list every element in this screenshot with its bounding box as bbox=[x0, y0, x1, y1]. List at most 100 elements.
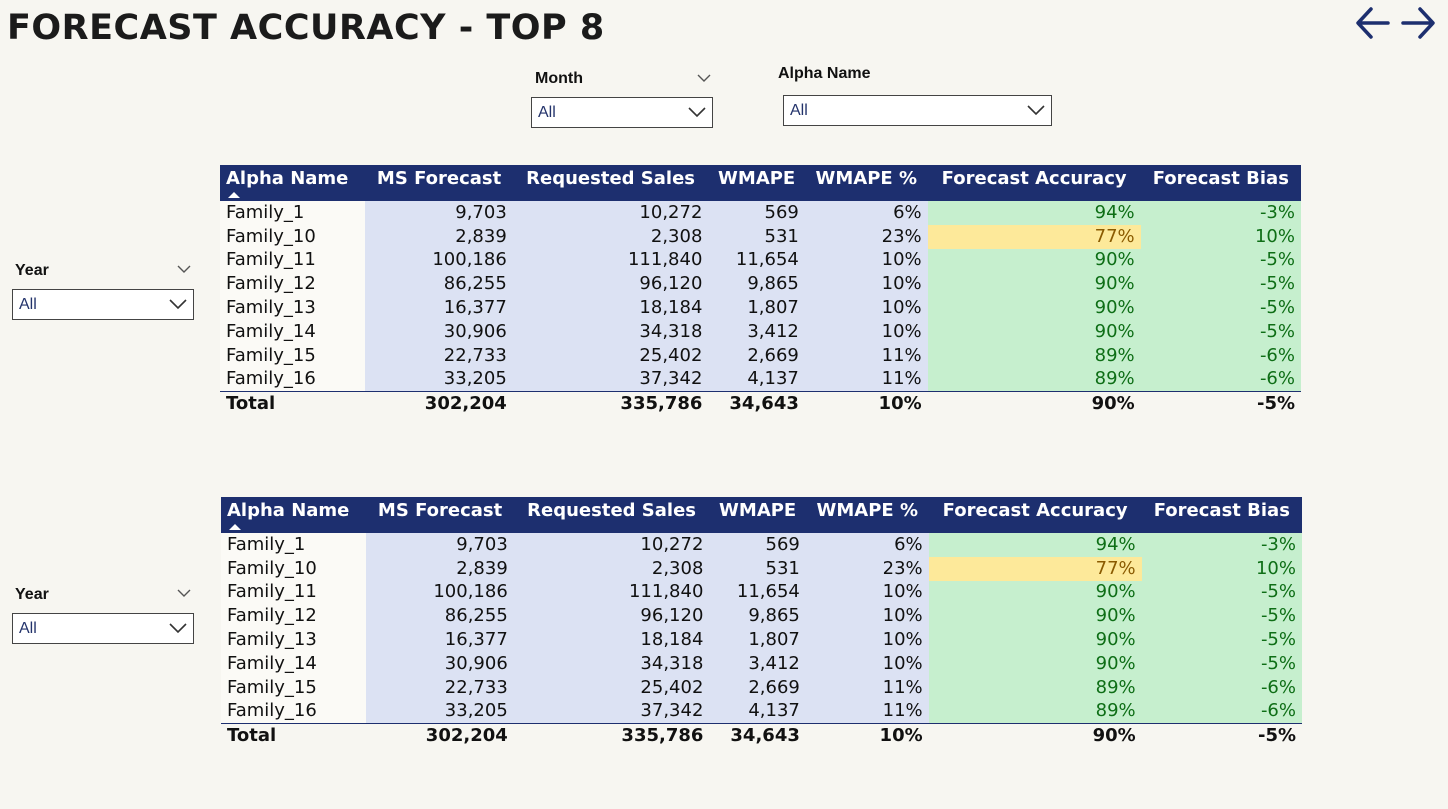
back-button[interactable] bbox=[1354, 4, 1392, 42]
year-dropdown[interactable]: All bbox=[12, 289, 194, 320]
table-cell: 96,120 bbox=[512, 272, 709, 297]
table-cell: 25,402 bbox=[512, 343, 709, 368]
table-cell: -6% bbox=[1140, 367, 1301, 392]
month-dropdown-value: All bbox=[538, 104, 556, 121]
table-cell: 531 bbox=[709, 556, 806, 581]
column-header[interactable]: Alpha Name bbox=[221, 497, 367, 533]
table-cell: 3,412 bbox=[708, 319, 805, 344]
table-cell: -5% bbox=[1141, 651, 1302, 676]
table-cell: -5% bbox=[1140, 248, 1301, 273]
table-cell: 9,865 bbox=[708, 272, 805, 297]
forward-button[interactable] bbox=[1399, 4, 1437, 42]
table-cell: Family_15 bbox=[221, 675, 367, 700]
table-cell: 86,255 bbox=[366, 604, 514, 629]
year-dropdown[interactable]: All bbox=[12, 613, 194, 644]
table-row: Family_12 86,255 96,120 9,865 10% 90% -5% bbox=[221, 604, 1302, 629]
table-row: Family_1 9,703 10,272 569 6% 94% -3% bbox=[220, 201, 1301, 225]
table-cell: 90% bbox=[927, 319, 1141, 344]
table-row: Family_13 16,377 18,184 1,807 10% 90% -5% bbox=[221, 628, 1302, 652]
table-cell: 90% bbox=[927, 248, 1141, 273]
table-cell: 11,654 bbox=[708, 248, 805, 273]
table-cell: 37,342 bbox=[513, 699, 710, 724]
table-cell: 9,703 bbox=[365, 201, 513, 225]
table-header-row: Alpha Name MS Forecast Requested Sales WMAP… bbox=[220, 165, 1301, 201]
column-header[interactable]: Forecast Accuracy bbox=[927, 165, 1141, 201]
column-header[interactable]: Requested Sales bbox=[513, 497, 710, 533]
table-cell: 18,184 bbox=[513, 628, 710, 652]
column-header[interactable]: WMAPE bbox=[709, 497, 806, 533]
alpha-name-dropdown-value: All bbox=[790, 102, 808, 119]
column-header[interactable]: MS Forecast bbox=[366, 497, 514, 533]
table-cell: 77% bbox=[928, 556, 1142, 581]
table-cell: 25,402 bbox=[513, 675, 710, 700]
table-cell: 9,865 bbox=[709, 604, 806, 629]
table-cell: Family_15 bbox=[220, 343, 366, 368]
total-cell: Total bbox=[221, 723, 367, 749]
year-dropdown-value: All bbox=[19, 620, 37, 637]
total-cell: 10% bbox=[805, 723, 929, 749]
table-cell: 10% bbox=[1140, 224, 1301, 249]
table-cell: 2,839 bbox=[366, 556, 514, 581]
table-cell: 11% bbox=[805, 699, 929, 724]
table-cell: 33,205 bbox=[365, 367, 513, 392]
table-cell: 89% bbox=[927, 343, 1141, 368]
table-row: Family_13 16,377 18,184 1,807 10% 90% -5% bbox=[220, 296, 1301, 320]
table-cell: 90% bbox=[928, 651, 1142, 676]
forecast-accuracy-matrix: Alpha Name MS Forecast Requested Sales WMAP… bbox=[221, 497, 1302, 749]
table-cell: 22,733 bbox=[366, 675, 514, 700]
table-row: Family_11 100,186 111,840 11,654 10% 90% -5% bbox=[221, 580, 1302, 605]
chevron-down-icon bbox=[688, 107, 706, 118]
table-cell: 34,318 bbox=[513, 651, 710, 676]
table-cell: 16,377 bbox=[365, 296, 513, 320]
table-cell: Family_1 bbox=[221, 533, 367, 557]
total-cell: -5% bbox=[1140, 391, 1301, 417]
column-header[interactable]: Forecast Bias bbox=[1140, 165, 1301, 201]
table-cell: 90% bbox=[928, 580, 1142, 605]
column-header[interactable]: Alpha Name bbox=[220, 165, 366, 201]
total-cell: -5% bbox=[1141, 723, 1302, 749]
chevron-down-icon[interactable] bbox=[697, 73, 711, 83]
total-cell: 10% bbox=[804, 391, 928, 417]
column-header[interactable]: WMAPE bbox=[708, 165, 805, 201]
table-cell: 10% bbox=[805, 580, 929, 605]
table-cell: 11,654 bbox=[709, 580, 806, 605]
chevron-down-icon[interactable] bbox=[177, 588, 191, 598]
table-cell: 11% bbox=[805, 675, 929, 700]
alpha-name-dropdown[interactable]: All bbox=[783, 95, 1052, 126]
chevron-down-icon bbox=[169, 623, 187, 634]
table-cell: Family_12 bbox=[220, 272, 366, 297]
column-header[interactable]: WMAPE % bbox=[805, 497, 929, 533]
sort-ascending-icon[interactable] bbox=[229, 524, 241, 530]
table-cell: -5% bbox=[1140, 319, 1301, 344]
table-cell: 18,184 bbox=[512, 296, 709, 320]
total-cell: 335,786 bbox=[513, 723, 710, 749]
table-cell: Family_14 bbox=[220, 319, 366, 344]
column-header[interactable]: WMAPE % bbox=[804, 165, 928, 201]
column-header[interactable]: Forecast Bias bbox=[1141, 497, 1302, 533]
total-cell: 90% bbox=[928, 723, 1142, 749]
table-cell: 89% bbox=[928, 675, 1142, 700]
table-cell: Family_11 bbox=[221, 580, 367, 605]
table-cell: 1,807 bbox=[708, 296, 805, 320]
table-cell: 16,377 bbox=[366, 628, 514, 652]
alpha-name-slicer-label: Alpha Name bbox=[778, 65, 871, 82]
table-cell: 37,342 bbox=[512, 367, 709, 392]
month-dropdown[interactable]: All bbox=[531, 97, 713, 128]
table-cell: 4,137 bbox=[709, 699, 806, 724]
table-cell: 6% bbox=[805, 533, 929, 557]
total-row: Total 302,204 335,786 34,643 10% 90% -5% bbox=[220, 391, 1301, 417]
table-row: Family_14 30,906 34,318 3,412 10% 90% -5% bbox=[220, 319, 1301, 344]
table-cell: 2,669 bbox=[708, 343, 805, 368]
column-header[interactable]: Forecast Accuracy bbox=[928, 497, 1142, 533]
table-cell: 86,255 bbox=[365, 272, 513, 297]
chevron-down-icon[interactable] bbox=[177, 264, 191, 274]
sort-ascending-icon[interactable] bbox=[228, 192, 240, 198]
table-cell: 2,669 bbox=[709, 675, 806, 700]
table-cell: 10% bbox=[804, 248, 928, 273]
table-cell: 2,308 bbox=[513, 556, 710, 581]
column-header[interactable]: Requested Sales bbox=[512, 165, 709, 201]
table-cell: 94% bbox=[927, 201, 1141, 225]
year-slicer-label: Year bbox=[15, 262, 49, 279]
table-cell: 34,318 bbox=[512, 319, 709, 344]
column-header[interactable]: MS Forecast bbox=[365, 165, 513, 201]
